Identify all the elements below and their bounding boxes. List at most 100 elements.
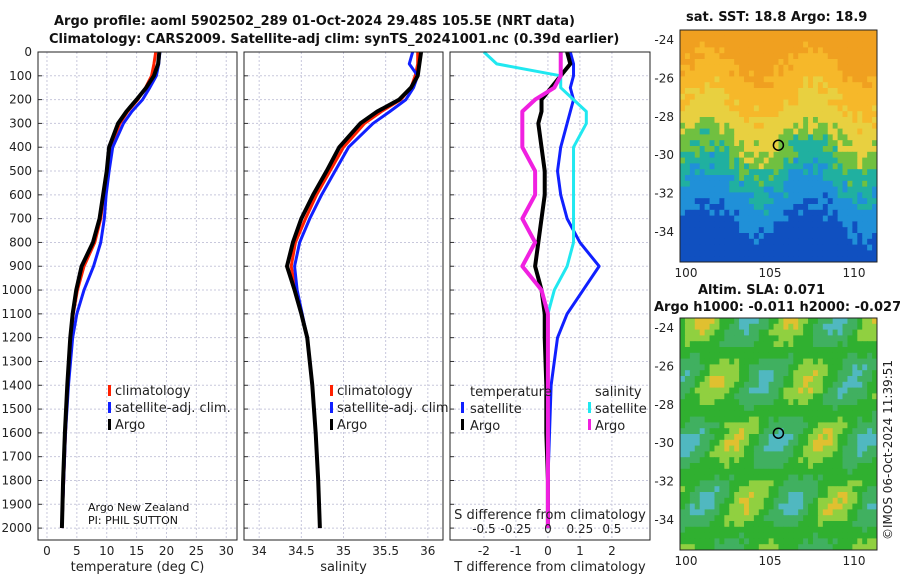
map-cell [793,405,799,412]
map-cell [753,64,760,72]
map-cell [862,318,868,325]
map-cell [827,376,834,383]
map-cell [822,376,829,383]
map-cell [867,445,873,452]
depth-tick-label: 500 [9,164,32,178]
map-cell [822,538,829,545]
map-cell [867,209,873,217]
map-cell [724,180,730,188]
map-cell [788,405,794,412]
map-cell [832,256,839,263]
map-cell [867,387,873,394]
map-cell [808,480,814,487]
map-cell [857,175,863,182]
map-cell [729,318,735,325]
map-cell [724,451,730,458]
map-cell [832,250,839,257]
map-cell [793,515,799,522]
map-cell [842,105,848,112]
map-cell [798,140,804,147]
map-cell [704,492,711,499]
map-cell [803,381,809,389]
map-cell [763,416,770,423]
map-cell [827,256,834,263]
map-cell [822,134,829,141]
map-cell [872,151,878,159]
map-cell [852,140,858,147]
map-cell [739,463,745,470]
map-cell [832,64,839,72]
map-cell [862,370,868,377]
map-cell [793,341,799,348]
map-cell [709,157,715,164]
map-cell [808,82,814,89]
map-cell [714,64,720,72]
map-cell [867,480,873,487]
map-cell [817,410,824,418]
map-cell [872,468,878,476]
map-cell [773,358,779,365]
map-cell [857,192,863,199]
map-cell [773,352,779,360]
map-cell [758,70,765,77]
map-cell [773,186,779,193]
map-cell [680,70,686,77]
map-cell [867,128,873,135]
map-cell [822,457,829,464]
sla-map-title: Altim. SLA: 0.071 [698,283,825,298]
map-cell [837,358,844,365]
map-cell [694,445,701,452]
map-cell [837,227,844,234]
map-cell [817,233,824,240]
map-cell [803,122,809,130]
map-cell [724,157,730,164]
map-cell [817,198,824,205]
map-cell [842,451,848,458]
map-cell [867,538,873,545]
map-cell [758,445,765,452]
map-cell [872,515,878,522]
map-cell [724,405,730,412]
map-cell [832,204,839,211]
map-cell [680,140,686,147]
map-cell [704,117,711,124]
map-cell [812,59,819,66]
map-cell [739,163,745,170]
map-cell [748,238,755,246]
map-cell [783,99,789,106]
map-cell [862,146,868,153]
map-cell [768,410,775,418]
map-cell [847,387,853,394]
map-cell [684,233,691,240]
map-cell [793,381,799,389]
map-cell [847,163,853,170]
map-cell [684,157,691,164]
map-cell [817,509,824,516]
map-cell [837,381,844,389]
map-cell [724,59,730,66]
map-cell [773,163,779,170]
map-cell [783,405,789,412]
map-cell [842,439,848,447]
map-cell [788,192,794,199]
map-cell [709,347,715,354]
map-cell [827,151,834,159]
map-cell [847,146,853,153]
map-cell [827,352,834,360]
map-cell [724,233,730,240]
x-axis-label: T difference from climatology [453,560,646,575]
map-cell [739,122,745,130]
map-cell [714,544,720,551]
map-cell [832,169,839,176]
map-cell [803,151,809,159]
map-cell [827,323,834,331]
map-cell [798,238,804,246]
map-cell [872,59,878,66]
map-cell [684,428,691,435]
map-cell [862,105,868,112]
depth-tick-label: 400 [9,140,32,154]
map-cell [768,169,775,176]
map-cell [768,544,775,551]
map-cell [734,215,740,222]
map-cell [867,521,873,528]
